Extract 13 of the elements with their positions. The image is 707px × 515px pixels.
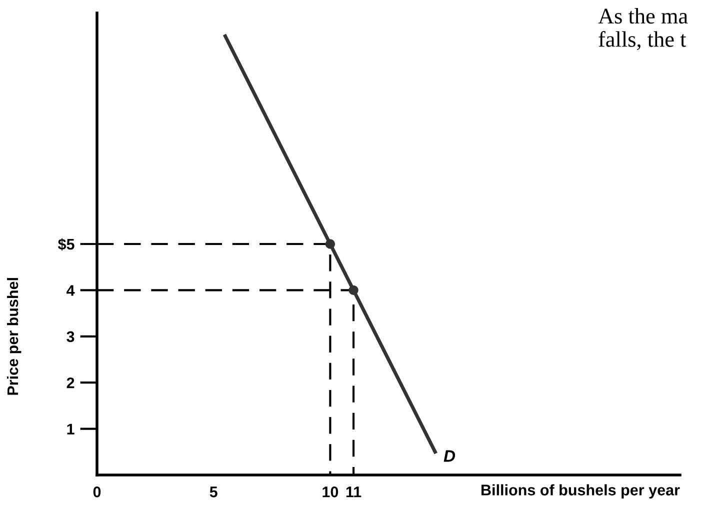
x-tick-label: 11 (346, 486, 362, 498)
x-tick-label: 10 (322, 486, 338, 498)
annotation: D (444, 450, 456, 462)
x-tick-label: 0 (93, 486, 101, 498)
y-axis-title: Price per bushel (6, 278, 22, 395)
y-tick-label: $5 (58, 238, 74, 251)
y-tick-label: 1 (67, 424, 74, 434)
x-axis-title: Billions of bushels per year (482, 484, 680, 498)
y-tick-label: 4 (66, 285, 75, 296)
x-tick-label: 5 (210, 486, 218, 498)
annotation: As the ma falls, the t (598, 8, 688, 50)
y-tick-label: 3 (66, 331, 74, 342)
y-tick-label: 2 (66, 377, 74, 388)
